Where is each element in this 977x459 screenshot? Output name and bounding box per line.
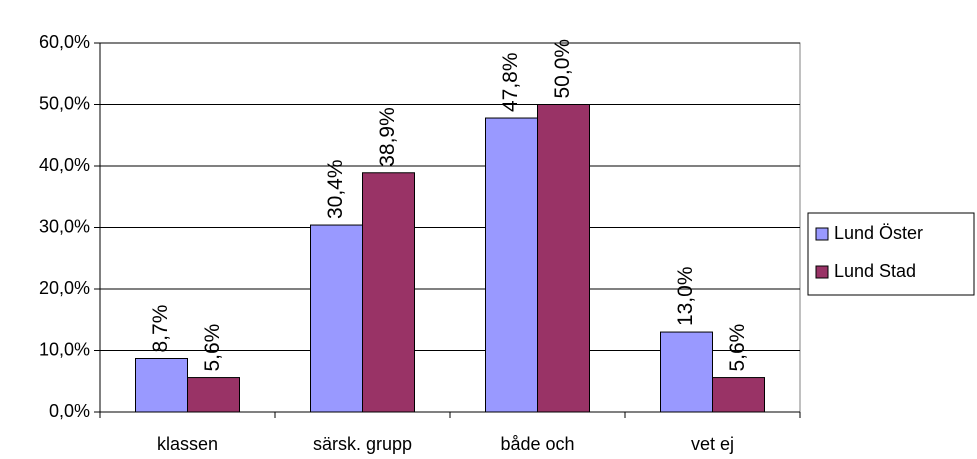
bar bbox=[362, 172, 415, 413]
y-tick-label: 10,0% bbox=[39, 339, 90, 359]
y-tick-label: 30,0% bbox=[39, 216, 90, 236]
value-label: 8,7% bbox=[149, 305, 172, 353]
value-label: 47,8% bbox=[499, 52, 522, 112]
x-tick-label: särsk. grupp bbox=[313, 434, 412, 454]
legend-label: Lund Stad bbox=[834, 261, 916, 281]
y-tick-label: 40,0% bbox=[39, 155, 90, 175]
bar bbox=[537, 104, 590, 413]
x-tick-label: klassen bbox=[157, 434, 218, 454]
x-tick-label: vet ej bbox=[691, 434, 734, 454]
bar bbox=[660, 331, 713, 413]
bar bbox=[187, 377, 240, 413]
x-tick-label: både och bbox=[500, 434, 574, 454]
value-label: 5,6% bbox=[201, 324, 224, 372]
legend-box bbox=[807, 212, 975, 296]
legend-swatch bbox=[815, 227, 829, 241]
legend-label: Lund Öster bbox=[834, 223, 923, 243]
value-label: 30,4% bbox=[324, 159, 347, 219]
y-tick-label: 50,0% bbox=[39, 93, 90, 113]
bar bbox=[485, 117, 538, 413]
value-label: 13,0% bbox=[674, 267, 697, 327]
value-label: 5,6% bbox=[726, 324, 749, 372]
value-label: 50,0% bbox=[551, 39, 574, 99]
value-label: 38,9% bbox=[376, 107, 399, 167]
bar bbox=[712, 377, 765, 413]
y-tick-label: 0,0% bbox=[49, 401, 90, 421]
y-tick-label: 20,0% bbox=[39, 278, 90, 298]
y-tick-label: 60,0% bbox=[39, 32, 90, 52]
bar bbox=[135, 357, 188, 413]
bar bbox=[310, 224, 363, 413]
legend-swatch bbox=[815, 265, 829, 279]
